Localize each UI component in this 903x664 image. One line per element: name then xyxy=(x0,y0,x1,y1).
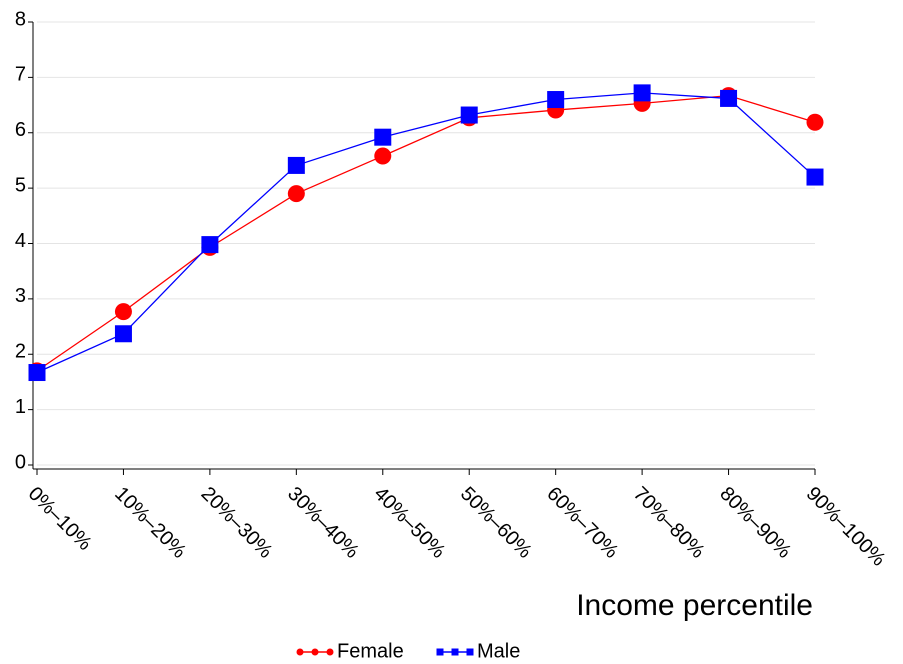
x-tick-label: 20%–30% xyxy=(197,483,277,563)
data-point xyxy=(460,106,478,124)
x-tick-label: 0%–10% xyxy=(24,483,96,555)
y-tick-label: 7 xyxy=(15,64,26,86)
x-tick-label: 30%–40% xyxy=(283,483,363,563)
y-tick-label: 1 xyxy=(15,396,26,418)
x-tick-label: 10%–20% xyxy=(110,483,190,563)
data-point xyxy=(201,236,219,254)
x-tick-label: 50%–60% xyxy=(456,483,536,563)
legend-marker xyxy=(296,648,304,656)
data-point xyxy=(374,147,392,165)
y-tick-label: 0 xyxy=(15,451,26,473)
data-point xyxy=(114,303,132,321)
legend-marker xyxy=(326,648,334,656)
y-tick-label: 2 xyxy=(15,341,26,363)
legend-label: Male xyxy=(477,640,520,662)
data-point xyxy=(287,156,305,174)
data-point xyxy=(720,89,738,107)
legend-marker xyxy=(466,648,474,656)
data-point xyxy=(547,91,565,109)
x-axis-title: Income percentile xyxy=(576,589,813,622)
y-tick-label: 6 xyxy=(15,119,26,141)
series-line xyxy=(36,94,816,372)
data-point xyxy=(114,325,132,343)
legend-marker xyxy=(451,648,459,656)
y-tick-label: 3 xyxy=(15,285,26,307)
x-tick-label: 80%–90% xyxy=(715,483,795,563)
data-point xyxy=(28,364,46,382)
x-tick-label: 90%–100% xyxy=(802,483,890,571)
data-point xyxy=(806,168,824,186)
y-tick-label: 4 xyxy=(15,230,26,252)
legend-label: Female xyxy=(337,640,404,662)
x-tick-label: 70%–80% xyxy=(629,483,709,563)
series-line xyxy=(36,92,816,374)
y-tick-label: 5 xyxy=(15,174,26,196)
x-tick-label: 60%–70% xyxy=(542,483,622,563)
x-tick-label: 40%–50% xyxy=(370,483,450,563)
data-point xyxy=(287,185,305,203)
data-point xyxy=(806,113,824,131)
y-tick-label: 8 xyxy=(15,8,26,30)
legend-marker xyxy=(311,648,319,656)
legend-marker xyxy=(436,648,444,656)
data-point xyxy=(633,84,651,102)
data-point xyxy=(374,128,392,146)
